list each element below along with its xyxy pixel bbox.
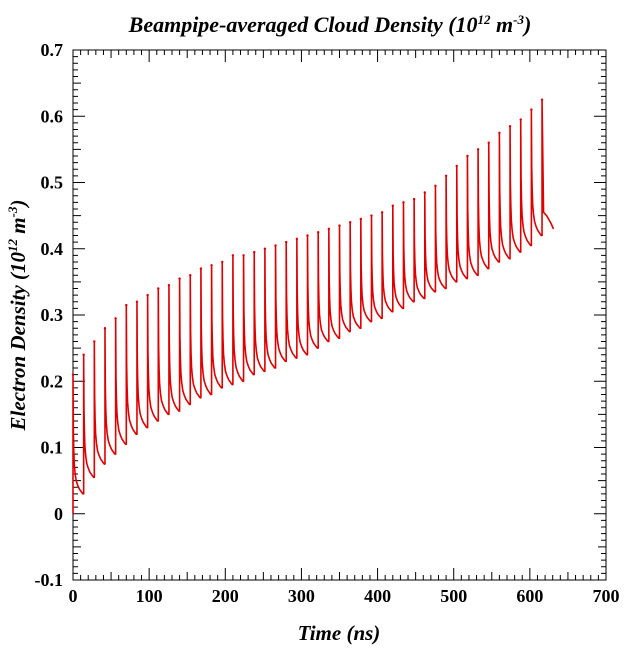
- peak-point: [402, 201, 405, 204]
- peak-point: [498, 131, 501, 135]
- peak-point: [423, 191, 426, 194]
- peak-point: [295, 237, 299, 241]
- peak-point: [167, 283, 171, 287]
- peak-point: [210, 264, 213, 267]
- peak-point: [540, 98, 544, 101]
- x-axis-tick-labels: 0 100 200 300 400 500 600 700: [69, 586, 620, 606]
- y-tick-label: 0.7: [41, 40, 64, 60]
- peak-point: [444, 174, 448, 178]
- y-axis-label: Electron Density (1012 m-3): [5, 200, 30, 432]
- peak-point: [263, 247, 267, 250]
- x-tick-label: 0: [69, 586, 78, 606]
- peak-point: [327, 227, 331, 231]
- y-tick-label: 0.2: [41, 371, 64, 391]
- y-tick-label: 0.1: [41, 438, 64, 458]
- peak-point: [103, 327, 107, 330]
- chart-title: Beampipe-averaged Cloud Density (1012 m-…: [128, 12, 532, 37]
- axis-ticks: [72, 49, 607, 581]
- peak-point: [231, 254, 235, 257]
- peak-point: [359, 217, 363, 221]
- peak-point: [253, 250, 256, 254]
- peak-point: [391, 204, 394, 207]
- peak-point: [221, 260, 224, 264]
- peak-point: [508, 124, 512, 128]
- peak-point: [306, 234, 309, 237]
- y-tick-label: 0.5: [41, 173, 64, 193]
- peak-point: [274, 244, 277, 247]
- peak-point: [135, 300, 139, 303]
- x-tick-label: 700: [593, 586, 620, 606]
- peak-point: [348, 221, 352, 224]
- peak-point: [125, 303, 128, 307]
- peak-point: [71, 373, 75, 376]
- peak-point: [519, 118, 522, 121]
- y-axis-tick-labels: -0.1 0 0.1 0.2 0.3 0.4 0.5 0.6 0.7: [35, 40, 64, 590]
- peak-point: [476, 148, 480, 151]
- peak-point: [157, 287, 160, 290]
- peak-point: [434, 184, 437, 188]
- peak-point: [178, 277, 181, 280]
- peak-point: [380, 211, 384, 214]
- peak-point: [466, 154, 469, 158]
- peak-point: [285, 240, 288, 244]
- peak-point: [114, 317, 117, 320]
- y-tick-label: -0.1: [35, 570, 64, 590]
- series-line: [72, 98, 555, 514]
- y-tick-label: 0.6: [41, 106, 64, 126]
- y-tick-label: 0.3: [41, 305, 64, 325]
- x-tick-label: 600: [516, 586, 543, 606]
- peak-point: [242, 254, 245, 257]
- peak-point: [82, 353, 85, 356]
- x-axis-label: Time (ns): [298, 621, 381, 645]
- peak-point: [189, 274, 192, 277]
- peak-point: [199, 267, 203, 270]
- x-tick-label: 300: [288, 586, 315, 606]
- peak-point: [412, 197, 416, 201]
- peak-point: [455, 164, 458, 168]
- x-tick-label: 400: [364, 586, 391, 606]
- peak-point: [338, 224, 341, 227]
- y-tick-label: 0: [54, 504, 63, 524]
- peak-point: [93, 340, 96, 343]
- y-tick-label: 0.4: [41, 239, 64, 259]
- peak-point: [146, 293, 149, 297]
- series-electron-density: [71, 98, 555, 514]
- peak-point: [487, 141, 490, 144]
- x-tick-label: 100: [136, 586, 163, 606]
- x-tick-label: 200: [212, 586, 239, 606]
- peak-point: [316, 230, 320, 234]
- peak-point: [370, 214, 373, 217]
- peak-point: [530, 108, 533, 111]
- x-tick-label: 500: [440, 586, 467, 606]
